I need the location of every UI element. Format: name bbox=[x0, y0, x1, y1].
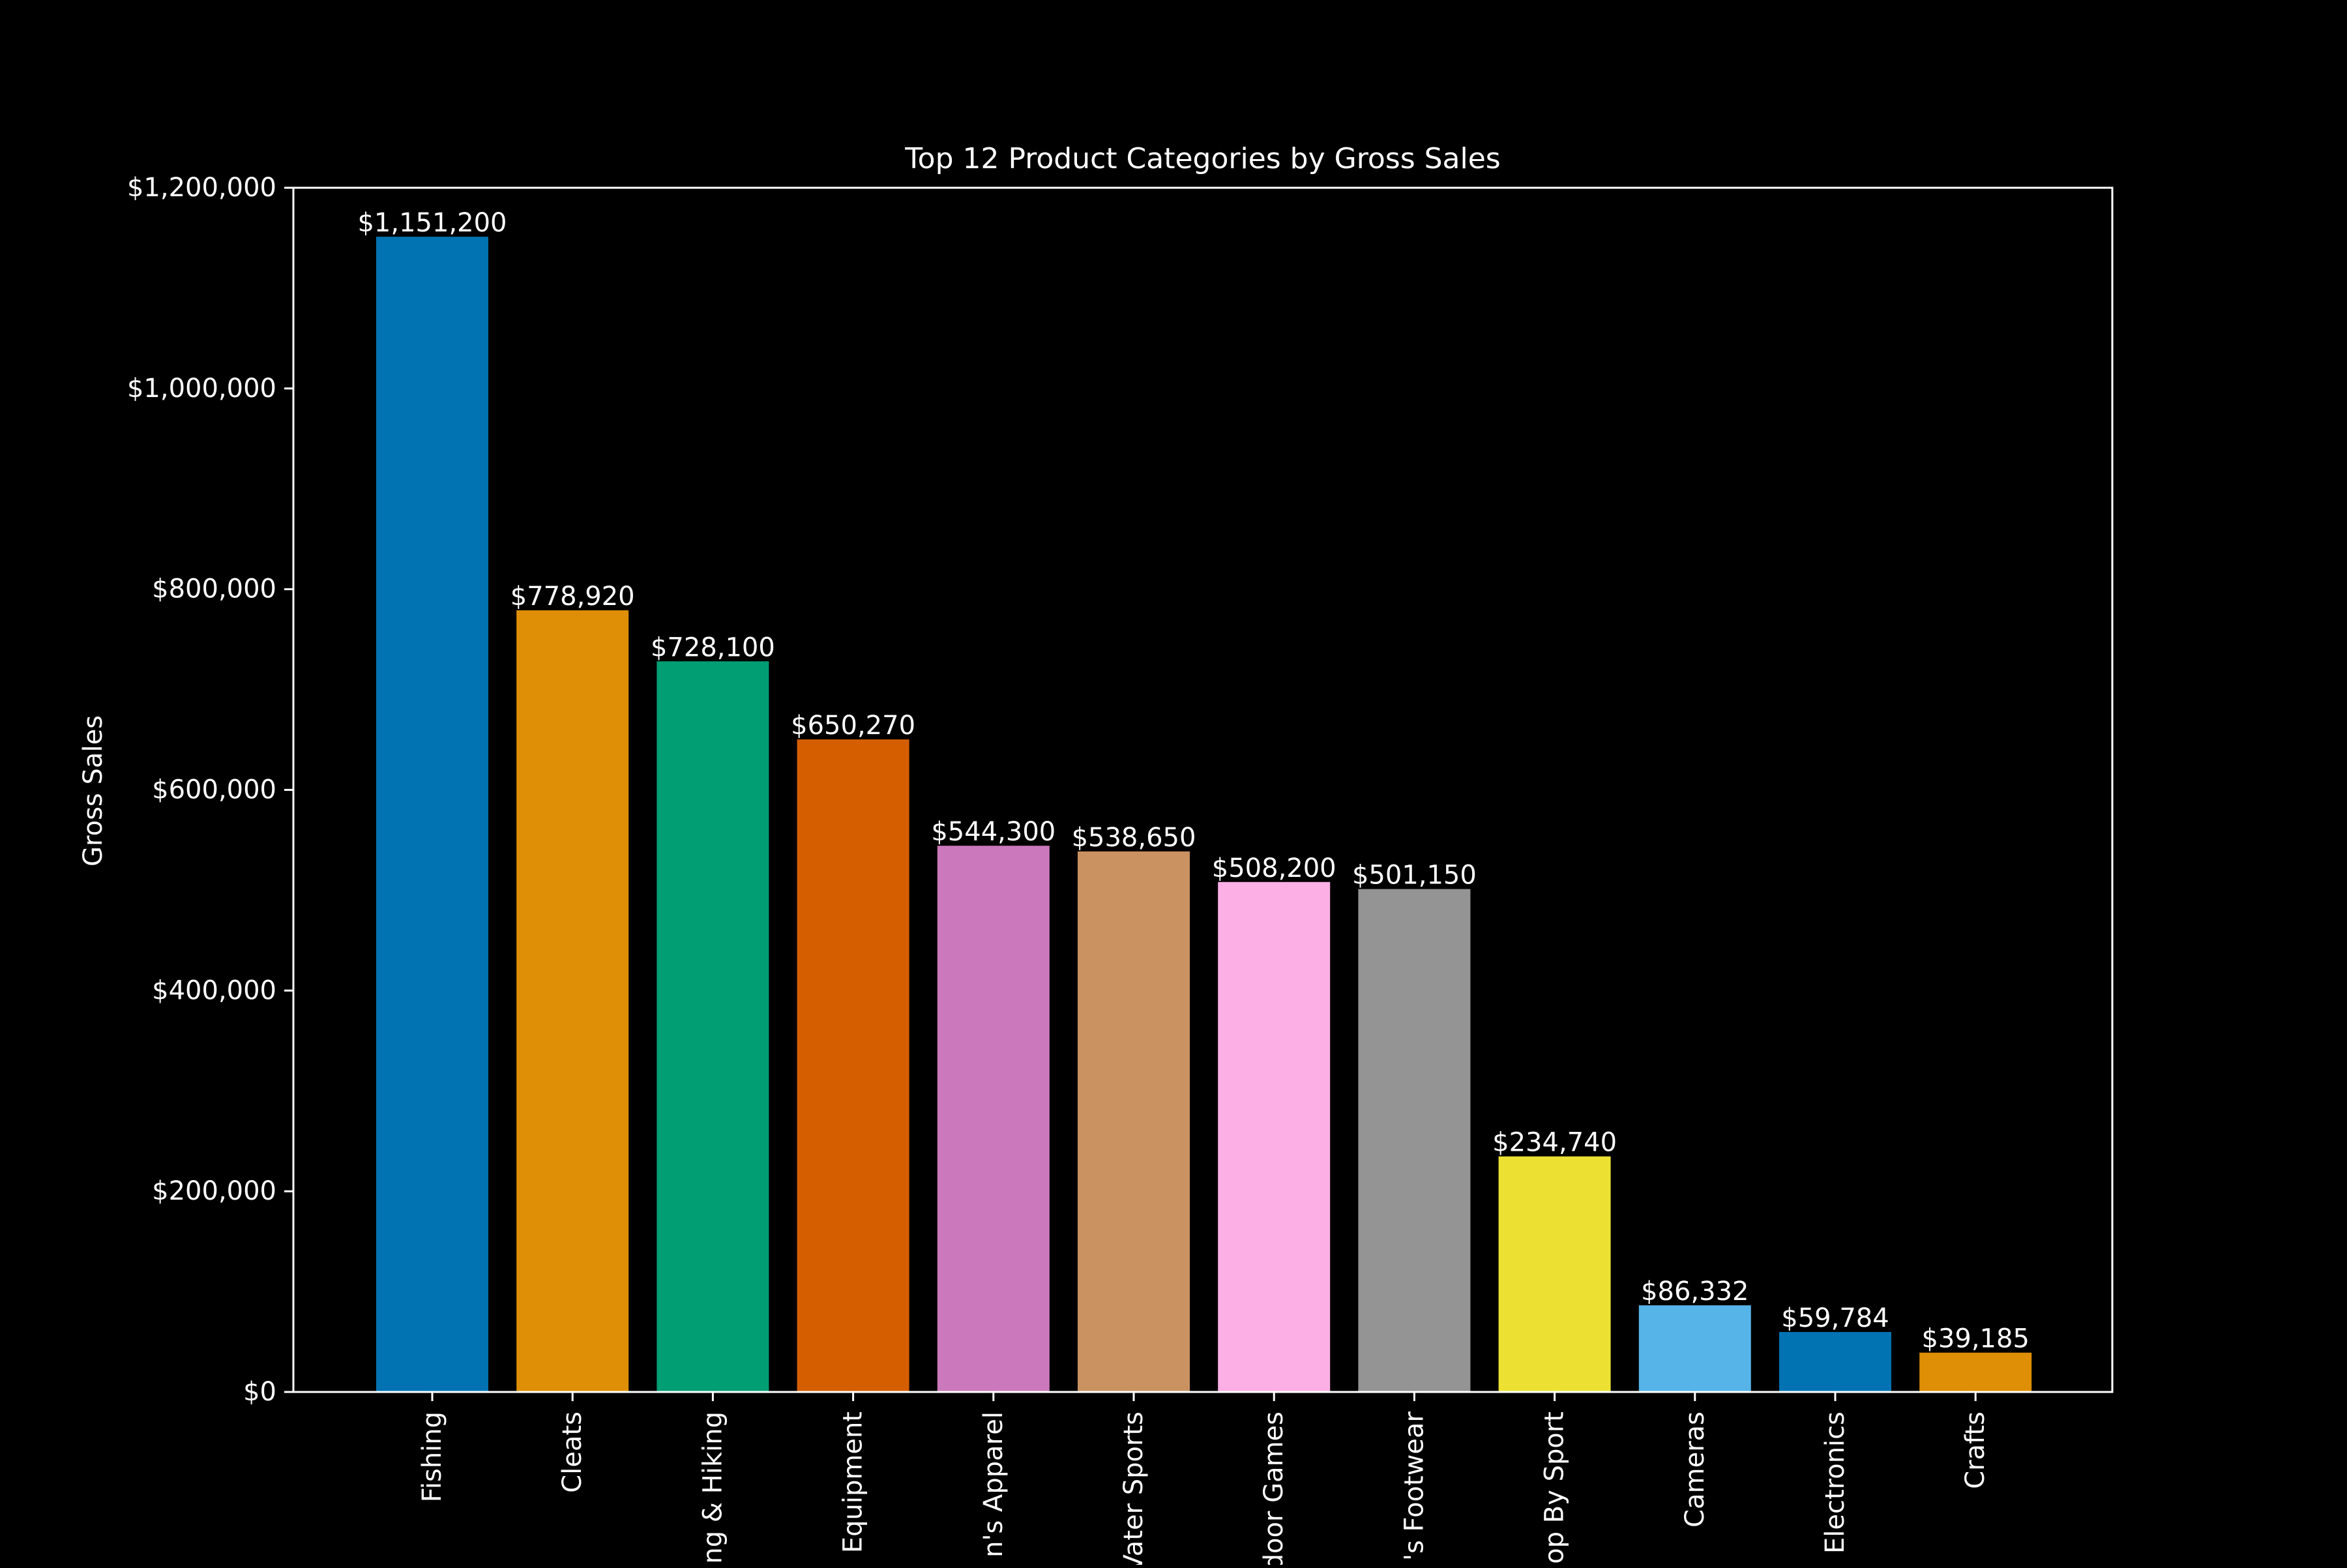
x-axis: Fishing Cleats ng & Hiking Equipment n's App… bbox=[417, 1392, 1990, 1568]
bar-value-label: $778,920 bbox=[510, 582, 635, 612]
bar-3 bbox=[797, 739, 909, 1392]
x-tick-label: Cameras bbox=[1680, 1412, 1710, 1528]
bar-value-label: $39,185 bbox=[1921, 1324, 2029, 1354]
bar-0 bbox=[376, 237, 488, 1393]
bar-value-label: $59,784 bbox=[1781, 1303, 1889, 1333]
y-tick-label: $1,000,000 bbox=[127, 374, 276, 404]
y-axis: $0 $200,000 $400,000 $600,000 $800,000 $1,000… bbox=[127, 173, 293, 1407]
y-axis-label: Gross Sales bbox=[78, 715, 108, 866]
bar-value-label: $234,740 bbox=[1492, 1128, 1617, 1158]
x-tick-label: door Games bbox=[1259, 1412, 1289, 1565]
y-tick-label: $0 bbox=[243, 1377, 276, 1407]
x-tick-label: Cleats bbox=[557, 1412, 587, 1493]
bar-value-label: $538,650 bbox=[1072, 823, 1196, 853]
bar-value-label: $544,300 bbox=[931, 817, 1055, 847]
y-tick-label: $600,000 bbox=[152, 775, 276, 805]
x-tick-label: n's Apparel bbox=[979, 1412, 1009, 1558]
chart-title: Top 12 Product Categories by Gross Sales bbox=[904, 142, 1500, 175]
bar-value-label: $1,151,200 bbox=[357, 208, 507, 238]
x-tick-label: ng & Hiking bbox=[698, 1412, 728, 1564]
x-tick-label: Fishing bbox=[417, 1412, 447, 1502]
bar-5 bbox=[1078, 851, 1190, 1392]
x-tick-label: op By Sport bbox=[1540, 1412, 1570, 1564]
bar-value-label: $650,270 bbox=[791, 711, 915, 741]
bar-6 bbox=[1218, 881, 1331, 1392]
bar-7 bbox=[1358, 889, 1471, 1392]
bar-2 bbox=[657, 661, 769, 1392]
bar-4 bbox=[937, 846, 1050, 1392]
x-tick-label: Electronics bbox=[1820, 1412, 1850, 1554]
bar-11 bbox=[1919, 1352, 2032, 1392]
bar-8 bbox=[1498, 1156, 1611, 1392]
y-tick-label: $400,000 bbox=[152, 975, 276, 1005]
x-tick-label: 's Footwear bbox=[1399, 1411, 1429, 1561]
x-tick-label: Equipment bbox=[838, 1412, 868, 1553]
y-tick-label: $1,200,000 bbox=[127, 173, 276, 203]
plot-frame bbox=[292, 186, 2114, 1393]
y-tick-label: $800,000 bbox=[152, 574, 276, 604]
bar-10 bbox=[1779, 1332, 1891, 1392]
x-tick-label: Vater Sports bbox=[1119, 1412, 1149, 1565]
bar-1 bbox=[516, 610, 629, 1392]
bars-layer bbox=[376, 237, 2032, 1393]
bar-value-label: $86,332 bbox=[1641, 1277, 1749, 1307]
bar-9 bbox=[1638, 1305, 1751, 1392]
bar-value-label: $508,200 bbox=[1212, 853, 1336, 883]
bar-value-label: $728,100 bbox=[651, 632, 775, 662]
x-tick-label: Crafts bbox=[1960, 1412, 1990, 1489]
bar-value-label: $501,150 bbox=[1352, 861, 1477, 891]
y-tick-label: $200,000 bbox=[152, 1176, 276, 1206]
value-labels-layer: $1,151,200 $778,920 $728,100 $650,270 $544,3… bbox=[357, 208, 2029, 1354]
